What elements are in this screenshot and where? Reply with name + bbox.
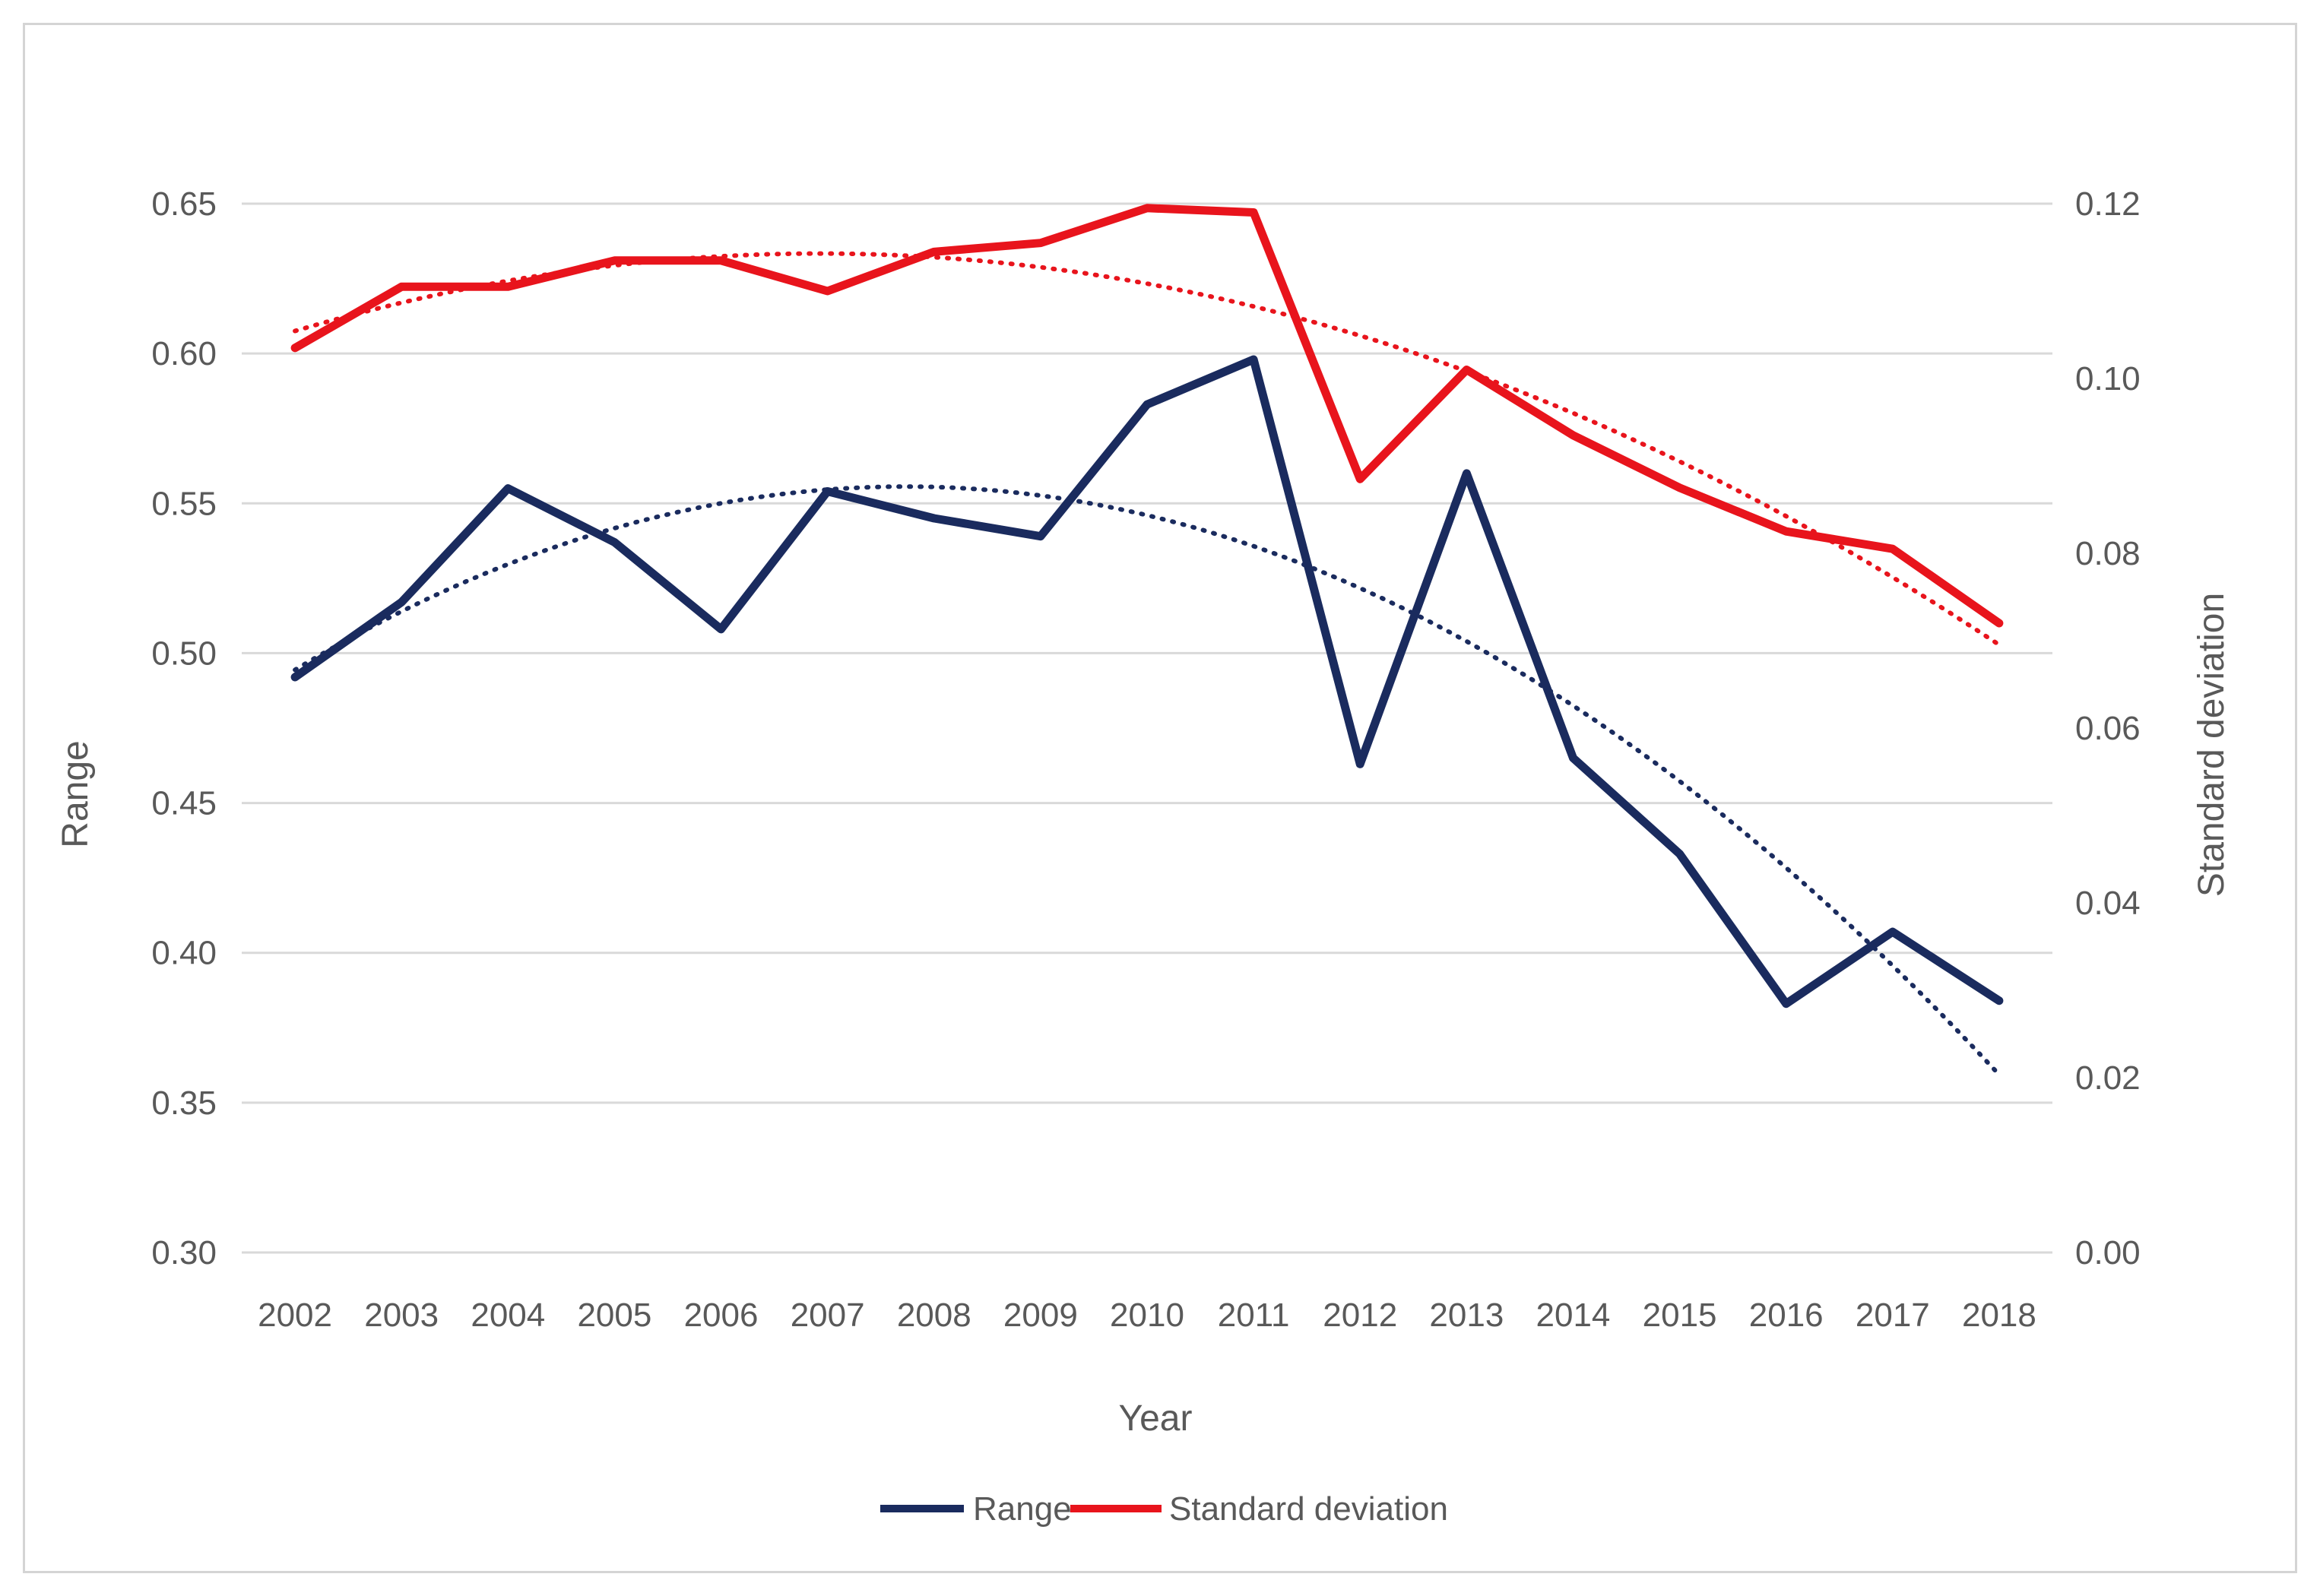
x-tick-label: 2018 — [1962, 1297, 2036, 1334]
x-tick-label: 2004 — [471, 1297, 545, 1334]
x-tick-label: 2006 — [684, 1297, 759, 1334]
x-tick-label: 2016 — [1749, 1297, 1824, 1334]
x-tick-label: 2007 — [791, 1297, 865, 1334]
y-tick-label-left: 0.30 — [151, 1234, 217, 1271]
trendline-range — [293, 484, 2001, 1077]
gridlines — [242, 202, 2052, 1254]
series-lines — [290, 204, 2004, 1009]
series-line-range — [290, 355, 2004, 1009]
left-axis-ticks: 0.30 0.35 0.40 0.45 0.50 0.55 0.60 0.65 — [151, 185, 217, 1271]
y-tick-label-right: 0.12 — [2075, 185, 2141, 223]
y-tick-label-right: 0.08 — [2075, 535, 2141, 572]
x-axis-ticks: 2002 2003 2004 2005 2006 2007 2008 2009 2010 2011… — [258, 1297, 2036, 1334]
chart-frame — [23, 23, 2297, 1573]
y-tick-label-right: 0.00 — [2075, 1234, 2141, 1271]
legend-label-range: Range — [973, 1490, 1072, 1528]
x-axis-title: Year — [1119, 1398, 1193, 1439]
legend-label-stdev: Standard deviation — [1169, 1490, 1448, 1528]
x-tick-label: 2009 — [1003, 1297, 1078, 1334]
y-axis-title-right: Standard deviation — [2192, 593, 2232, 897]
legend: Range Standard deviation — [880, 1490, 1448, 1528]
y-tick-label-right: 0.06 — [2075, 710, 2141, 747]
y-tick-label-left: 0.35 — [151, 1085, 217, 1122]
x-tick-label: 2017 — [1856, 1297, 1930, 1334]
y-tick-label-right: 0.02 — [2075, 1059, 2141, 1097]
y-tick-label-left: 0.40 — [151, 935, 217, 972]
x-tick-label: 2013 — [1429, 1297, 1504, 1334]
y-axis-title-left: Range — [55, 740, 96, 847]
y-tick-label-left: 0.50 — [151, 635, 217, 672]
y-tick-label-left: 0.45 — [151, 785, 217, 822]
y-tick-label-right: 0.10 — [2075, 360, 2141, 397]
x-tick-label: 2002 — [258, 1297, 332, 1334]
series-line-stdev — [290, 204, 2004, 628]
x-tick-label: 2003 — [364, 1297, 439, 1334]
x-tick-label: 2014 — [1536, 1297, 1611, 1334]
x-tick-label: 2012 — [1323, 1297, 1397, 1334]
x-tick-label: 2011 — [1218, 1297, 1290, 1334]
right-axis-ticks: 0.00 0.02 0.04 0.06 0.08 0.10 0.12 — [2075, 185, 2141, 1271]
x-tick-label: 2010 — [1110, 1297, 1184, 1334]
x-tick-label: 2005 — [577, 1297, 651, 1334]
x-tick-label: 2015 — [1643, 1297, 1717, 1334]
y-tick-label-right: 0.04 — [2075, 885, 2141, 922]
x-tick-label: 2008 — [897, 1297, 971, 1334]
trendline-stdev — [293, 251, 2001, 648]
y-tick-label-left: 0.55 — [151, 485, 217, 522]
y-tick-label-left: 0.65 — [151, 185, 217, 223]
trendlines — [293, 251, 2001, 1077]
y-tick-label-left: 0.60 — [151, 335, 217, 372]
